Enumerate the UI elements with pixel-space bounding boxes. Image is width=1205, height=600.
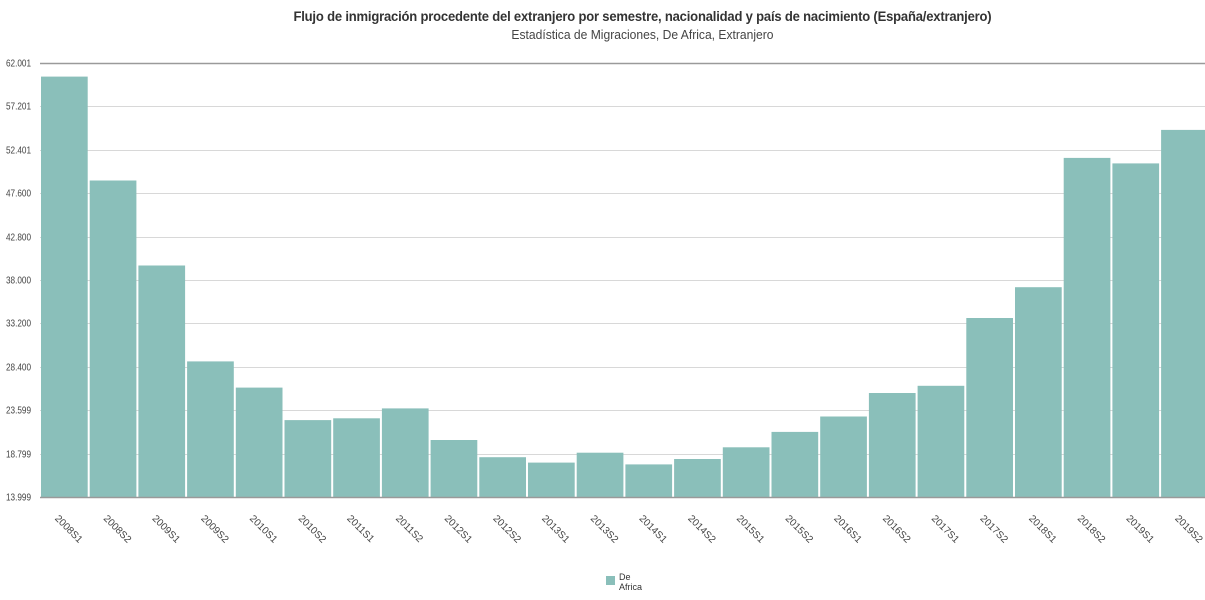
x-tick-label: 2008S2 — [101, 513, 133, 545]
x-tick-label: 2009S2 — [198, 513, 230, 545]
x-tick-label: 2018S2 — [1075, 513, 1107, 545]
y-tick-label: 13.999 — [6, 492, 31, 503]
x-tick-label: 2017S1 — [929, 513, 961, 545]
bar-2019S2[interactable] — [1161, 129, 1205, 497]
legend-label: De Africa — [619, 572, 647, 592]
bar-2013S1[interactable] — [528, 462, 575, 497]
x-tick-label: 2016S2 — [880, 513, 912, 545]
bar-2017S2[interactable] — [966, 318, 1013, 497]
y-tick-label: 62.001 — [6, 58, 31, 69]
x-tick-label: 2015S2 — [783, 513, 815, 545]
y-tick-label: 47.600 — [6, 188, 31, 199]
x-tick-label: 2014S2 — [685, 513, 717, 545]
bar-2015S1[interactable] — [722, 447, 770, 497]
bar-2011S1[interactable] — [333, 418, 380, 497]
bar-2010S2[interactable] — [284, 420, 332, 497]
y-tick-label: 52.401 — [6, 145, 31, 156]
y-tick-labels: 62.001 57.201 52.401 47.600 42.800 38.000 33.2… — [6, 58, 31, 503]
x-tick-label: 2010S1 — [247, 513, 279, 545]
bar-2018S1[interactable] — [1015, 287, 1062, 497]
x-tick-label: 2019S1 — [1124, 513, 1156, 545]
x-tick-label: 2013S1 — [539, 513, 571, 545]
y-tick-label: 38.000 — [6, 275, 31, 286]
bar-2019S1[interactable] — [1112, 163, 1160, 497]
bars — [41, 76, 1205, 498]
y-tick-label: 42.800 — [6, 232, 31, 243]
x-tick-label: 2019S2 — [1172, 513, 1204, 545]
x-tick-label: 2012S1 — [442, 513, 474, 545]
x-tick-label: 2010S2 — [296, 513, 328, 545]
bar-2008S1[interactable] — [41, 76, 88, 497]
legend: De Africa — [606, 572, 647, 592]
x-tick-labels: 2008S1 2008S2 2009S1 2009S2 2010S1 2010S2 2011… — [52, 513, 1205, 545]
x-tick-label: 2013S2 — [588, 513, 620, 545]
x-tick-label: 2015S1 — [734, 513, 766, 545]
bar-2017S1[interactable] — [917, 385, 965, 497]
bar-2008S2[interactable] — [89, 180, 137, 498]
y-tick-label: 18.799 — [6, 449, 31, 460]
bar-2014S2[interactable] — [674, 459, 721, 497]
y-tick-label: 23.599 — [6, 405, 31, 416]
x-tick-label: 2017S2 — [978, 513, 1010, 545]
x-tick-label: 2018S1 — [1026, 513, 1058, 545]
x-tick-label: 2016S1 — [831, 513, 863, 545]
bar-2016S2[interactable] — [868, 393, 916, 497]
bar-2013S2[interactable] — [576, 452, 624, 497]
bar-2010S1[interactable] — [235, 387, 283, 497]
bar-2009S1[interactable] — [138, 265, 186, 498]
y-tick-label: 57.201 — [6, 101, 31, 112]
y-tick-label: 33.200 — [6, 318, 31, 329]
x-tick-label: 2014S1 — [637, 513, 669, 545]
legend-swatch — [606, 576, 615, 585]
y-tick-label: 28.400 — [6, 362, 31, 373]
bar-2016S1[interactable] — [820, 416, 867, 498]
bar-2014S1[interactable] — [625, 464, 673, 497]
axes — [40, 62, 1205, 499]
x-tick-label: 2009S1 — [150, 513, 182, 545]
bar-2012S2[interactable] — [479, 457, 526, 497]
bar-2012S1[interactable] — [430, 440, 478, 497]
legend-label-line2: Africa — [619, 582, 643, 592]
legend-label-line1: De — [619, 572, 631, 582]
x-tick-label: 2012S2 — [491, 513, 523, 545]
chart-title: Flujo de inmigración procedente del extr… — [293, 8, 992, 24]
x-tick-label: 2008S1 — [52, 513, 84, 545]
chart-subtitle: Estadística de Migraciones, De Africa, E… — [511, 27, 774, 42]
bar-2011S2[interactable] — [381, 408, 429, 497]
bar-2015S2[interactable] — [771, 431, 819, 497]
x-tick-label: 2011S1 — [344, 513, 376, 545]
bar-2009S2[interactable] — [187, 361, 234, 497]
x-tick-label: 2011S2 — [393, 513, 425, 545]
bar-2018S2[interactable] — [1063, 157, 1111, 497]
